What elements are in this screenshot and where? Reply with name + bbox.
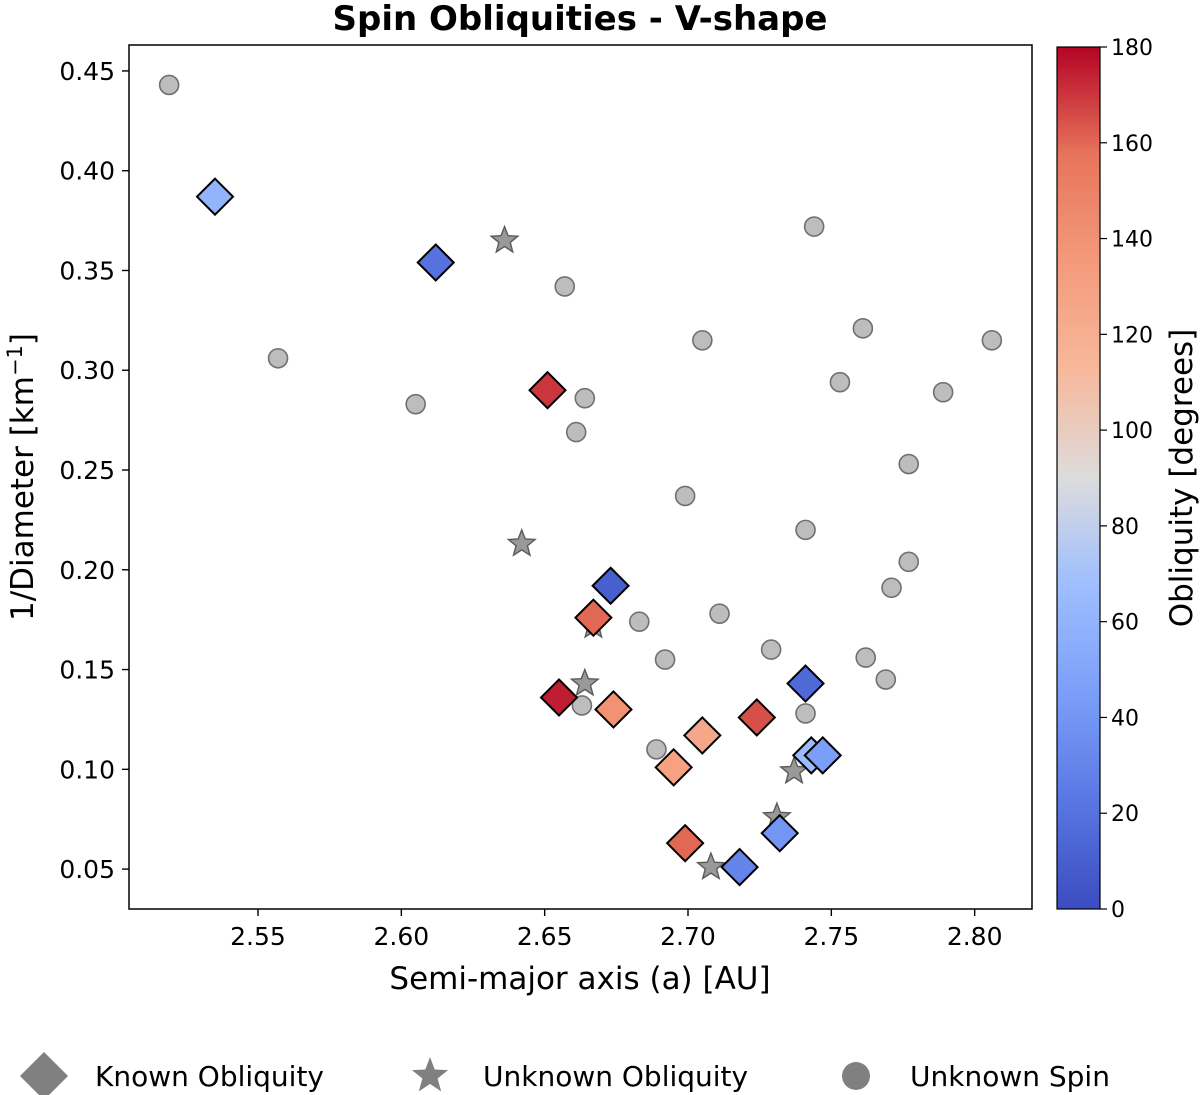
colorbar-tick-label: 140 (1111, 228, 1153, 253)
x-tick-label: 2.60 (373, 922, 429, 951)
unknown-spin-point (855, 647, 877, 668)
unknown-spin-point (709, 603, 730, 624)
unknown-obliquity-point (695, 851, 727, 880)
legend: Known Obliquity Unknown Obliquity Unknow… (19, 1051, 1110, 1095)
legend-star-icon (411, 1057, 449, 1092)
unknown-spin-point (803, 216, 825, 237)
unknown-spin-point (267, 347, 289, 369)
colorbar (1056, 46, 1101, 910)
unknown-spin-point (760, 639, 782, 660)
unknown-spin-point (852, 318, 874, 339)
colorbar-tick-label: 80 (1111, 515, 1139, 540)
unknown-spin-point (875, 669, 897, 690)
chart-title: Spin Obliquities - V-shape (333, 0, 828, 39)
legend-circle-icon (842, 1062, 870, 1090)
colorbar-tick-label: 180 (1111, 36, 1153, 61)
colorbar-tick-label: 20 (1111, 802, 1139, 827)
unknown-spin-point (898, 453, 920, 475)
known-obliquity-point (682, 715, 722, 755)
known-obliquity-point (539, 678, 579, 717)
unknown-spin-point (932, 381, 954, 403)
colorbar-label: Obliquity [degrees] (1164, 329, 1200, 628)
unknown-obliquity-point (489, 224, 520, 254)
y-tick-label: 0.40 (59, 157, 115, 186)
known-obliquity-point (594, 690, 633, 729)
known-obliquity-point (573, 598, 613, 638)
y-tick-label: 0.10 (59, 755, 115, 784)
colorbar-tick-label: 160 (1111, 132, 1153, 157)
known-obliquity-point (786, 664, 825, 703)
colorbar-axis: 0 20 40 60 80 100 120 140 160 180 (1100, 36, 1153, 923)
known-obliquity-point (528, 370, 567, 410)
plot-markers (158, 74, 1003, 887)
colorbar-tick-label: 100 (1111, 419, 1153, 444)
known-obliquity-point (803, 735, 843, 775)
unknown-spin-point (628, 611, 650, 632)
y-tick-label: 0.25 (59, 456, 115, 485)
known-obliquity-point (416, 243, 456, 282)
x-tick-label: 2.75 (803, 922, 859, 951)
unknown-spin-point (158, 74, 180, 96)
known-obliquity-point (665, 823, 705, 863)
x-axis: 2.55 2.60 2.65 2.70 2.75 2.80 (230, 909, 1003, 951)
unknown-spin-point (565, 421, 587, 443)
unknown-spin-point (646, 739, 667, 760)
known-obliquity-point (591, 566, 631, 606)
y-axis: 0.05 0.10 0.15 0.20 0.25 0.30 0.35 0.40 0.45 (59, 57, 129, 884)
unknown-spin-point (674, 485, 696, 507)
x-tick-label: 2.65 (517, 922, 573, 951)
legend-diamond-icon (19, 1051, 69, 1095)
x-tick-label: 2.80 (947, 922, 1003, 951)
unknown-obliquity-point (569, 667, 600, 697)
plot-frame (128, 44, 1033, 910)
unknown-spin-point (574, 387, 596, 409)
x-tick-label: 2.55 (230, 922, 286, 951)
colorbar-tick-label: 40 (1111, 706, 1139, 731)
unknown-spin-point (654, 649, 676, 670)
y-axis-label: 1/Diameter [km−1] (3, 333, 41, 621)
y-tick-label: 0.45 (59, 57, 115, 86)
legend-label-known-obliquity: Known Obliquity (95, 1060, 324, 1093)
unknown-obliquity-point (506, 527, 537, 557)
legend-label-unknown-spin: Unknown Spin (910, 1060, 1110, 1093)
y-tick-label: 0.15 (59, 656, 115, 685)
known-obliquity-point (654, 747, 694, 787)
x-tick-label: 2.70 (660, 922, 716, 951)
unknown-spin-point (829, 371, 851, 393)
y-tick-label: 0.30 (59, 356, 115, 385)
x-axis-label: Semi-major axis (a) [AU] (389, 961, 770, 997)
unknown-spin-point (981, 330, 1003, 351)
known-obliquity-point (720, 847, 760, 887)
y-tick-label: 0.20 (59, 556, 115, 585)
y-tick-label: 0.35 (59, 256, 115, 285)
y-tick-label: 0.05 (59, 855, 115, 884)
known-obliquity-point (737, 698, 777, 737)
colorbar-tick-label: 60 (1111, 611, 1139, 636)
unknown-spin-point (898, 551, 920, 573)
unknown-spin-point (692, 330, 713, 351)
unknown-spin-point (881, 577, 902, 599)
unknown-spin-point (795, 703, 816, 724)
unknown-spin-point (571, 695, 593, 716)
known-obliquity-point (195, 177, 235, 217)
legend-label-unknown-obliquity: Unknown Obliquity (483, 1060, 748, 1093)
colorbar-tick-label: 120 (1111, 323, 1153, 348)
unknown-spin-point (405, 393, 426, 415)
known-obliquity-point (760, 813, 800, 853)
colorbar-tick-label: 0 (1111, 898, 1125, 923)
unknown-spin-point (554, 276, 576, 297)
unknown-spin-point (795, 519, 816, 541)
